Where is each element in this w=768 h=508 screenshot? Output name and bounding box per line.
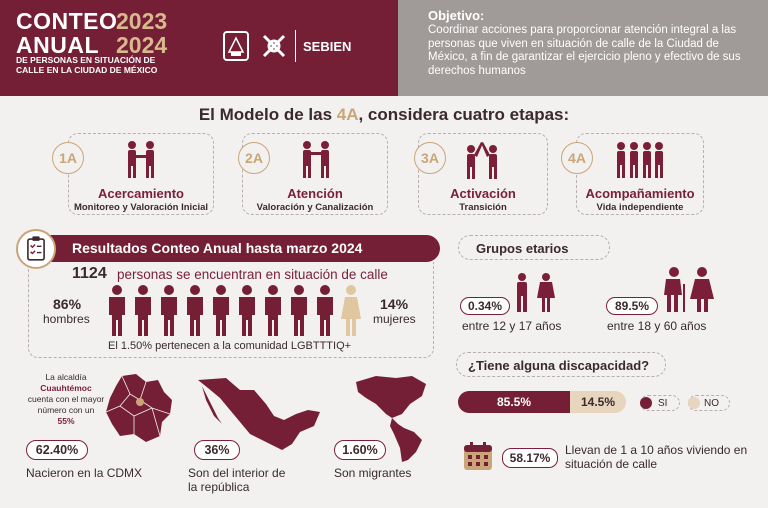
stage-1-subtitle: Monitoreo y Valoración Inicial	[73, 202, 209, 213]
alcaldia-name: Cuauhtémoc	[40, 383, 92, 393]
sebien-logo: SEBIEN	[303, 39, 352, 54]
cdmx-label: Nacieron en la CDMX	[26, 466, 143, 480]
title-year-2023: 2023	[116, 8, 168, 34]
objective-title: Objetivo:	[428, 8, 485, 23]
stage-4-badge: 4A	[561, 142, 593, 174]
teenagers-icon	[517, 273, 555, 312]
man-figure-icon	[109, 285, 125, 336]
migrant-percentage: 1.60%	[334, 440, 386, 460]
woman-figure-icon	[341, 285, 361, 336]
women-percentage: 14%	[380, 296, 409, 312]
disability-title: ¿Tiene alguna discapacidad?	[468, 358, 650, 373]
high-five-people-icon	[467, 142, 497, 179]
alcaldia-line3: cuenta con el mayor número con un	[27, 394, 105, 415]
interior-label: Son del interior de la república	[188, 466, 286, 494]
two-people-icon	[303, 141, 329, 178]
legend-no: NO	[688, 395, 730, 411]
stage-3-badge: 3A	[414, 142, 446, 174]
objective-panel	[398, 0, 768, 96]
stage-2-title: Atención	[287, 186, 343, 201]
elderly-couple-icon	[664, 267, 714, 312]
total-people-number: 1124	[72, 265, 107, 282]
man-figure-icon	[317, 285, 333, 336]
man-figure-icon	[265, 285, 281, 336]
stage-3-subtitle: Transición	[459, 202, 507, 213]
men-label: hombres	[43, 312, 90, 326]
stage-1-title: Acercamiento	[98, 186, 184, 201]
man-figure-icon	[213, 285, 229, 336]
americas-map-icon	[356, 376, 426, 462]
people-pictogram	[109, 285, 361, 336]
age-groups-frame	[458, 235, 610, 260]
interior-percentage: 36%	[194, 440, 240, 460]
stage-4-frame	[576, 133, 704, 215]
disability-frame	[456, 352, 666, 377]
objective-text: Coordinar acciones para proporcionar ate…	[428, 24, 741, 77]
stage-3-frame	[418, 133, 548, 215]
stage-4-subtitle: Vida independiente	[596, 202, 684, 213]
disability-no-bar: 14.5%	[570, 391, 626, 413]
cdmx-map-icon	[105, 374, 172, 442]
model-title-part1: El Modelo de las	[198, 105, 337, 124]
alcaldia-percentage: 55%	[57, 416, 75, 426]
young-label: entre 12 y 17 años	[462, 319, 562, 333]
cdmx-shield-icon	[223, 31, 249, 61]
legend-yes-dot	[640, 397, 652, 409]
stage-2-subtitle: Valoración y Canalización	[256, 202, 374, 213]
clipboard-checklist-icon	[16, 229, 56, 269]
alcaldia-line1: La alcaldía	[45, 372, 87, 382]
header-subtitle-line2: CALLE EN LA CIUDAD DE MÉXICO	[16, 65, 158, 75]
title-conteo: CONTEO	[16, 8, 118, 34]
stage-3-title: Activación	[450, 186, 516, 201]
stage-1-badge: 1A	[52, 142, 84, 174]
legend-yes-label: SI	[658, 397, 668, 409]
adult-percentage: 89.5%	[606, 297, 658, 315]
title-year-2024: 2024	[116, 32, 168, 58]
years-percentage: 58.17%	[502, 448, 558, 468]
calendar-icon	[464, 442, 492, 470]
cdmx-flower-logo-icon	[262, 34, 286, 58]
disability-yes-bar: 85.5%	[458, 391, 570, 413]
cdmx-percentage: 62.40%	[26, 440, 88, 460]
header-banner	[0, 0, 398, 96]
man-figure-icon	[161, 285, 177, 336]
young-percentage: 0.34%	[460, 297, 510, 315]
lgbt-text: El 1.50% pertenecen a la comunidad LGBTT…	[108, 340, 352, 352]
stage-1-frame	[68, 133, 214, 215]
model-title-part2: , considera cuatro etapas:	[358, 105, 570, 124]
age-groups-title: Grupos etarios	[476, 241, 569, 256]
adult-label: entre 18 y 60 años	[607, 319, 707, 333]
model-title-4a: 4A	[336, 105, 359, 124]
header-subtitle-line1: DE PERSONAS EN SITUACIÓN DE	[16, 55, 156, 65]
model-title: El Modelo de las 4A, considera cuatro et…	[0, 105, 768, 125]
migrant-label: Son migrantes	[334, 466, 412, 480]
man-figure-icon	[239, 285, 255, 336]
results-banner	[46, 235, 440, 262]
header-subtitle: DE PERSONAS EN SITUACIÓN DE CALLE EN LA …	[16, 55, 176, 75]
man-figure-icon	[187, 285, 203, 336]
women-label: mujeres	[373, 312, 416, 326]
men-percentage: 86%	[53, 296, 82, 312]
legend-yes: SI	[640, 395, 680, 411]
mexico-map-icon	[198, 378, 320, 450]
handshake-people-icon	[128, 141, 154, 178]
legend-no-dot	[688, 397, 700, 409]
group-people-icon	[617, 142, 663, 178]
results-frame	[28, 262, 434, 358]
logo-separator	[295, 30, 296, 62]
total-people-text: personas se encuentran en situación de c…	[117, 267, 388, 282]
stage-2-badge: 2A	[238, 142, 270, 174]
legend-no-label: NO	[704, 397, 719, 409]
stage-4-title: Acompañamiento	[585, 186, 695, 201]
man-figure-icon	[135, 285, 151, 336]
years-text: Llevan de 1 a 10 años viviendo en situac…	[565, 443, 748, 471]
alcaldia-note: La alcaldía Cuauhtémoc cuenta con el may…	[24, 372, 108, 427]
title-anual: ANUAL	[16, 32, 99, 58]
stage-2-frame	[242, 133, 388, 215]
man-figure-icon	[291, 285, 307, 336]
results-title: Resultados Conteo Anual hasta marzo 2024	[72, 240, 363, 256]
